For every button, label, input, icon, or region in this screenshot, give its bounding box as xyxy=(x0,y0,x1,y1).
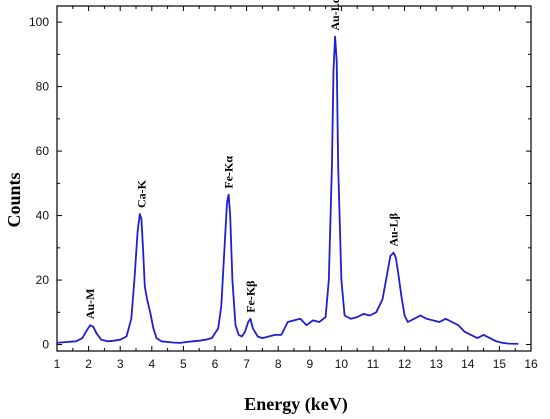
y-tick-label: 60 xyxy=(36,144,50,158)
peak-label: Au-Lβ xyxy=(386,213,400,247)
peak-label: Ca-K xyxy=(134,179,148,208)
x-tick-label: 6 xyxy=(212,357,219,371)
plot-area: 1 2 3 4 5 6 7 8 9 10 11 12 13 14 15 16020406080100Au-MC… xyxy=(29,0,538,371)
x-axis-title: Energy (keV) xyxy=(244,394,347,415)
x-tick-label: 8 xyxy=(275,357,282,371)
spectrum-line xyxy=(56,35,519,345)
x-tick-label: 11 xyxy=(367,357,380,371)
y-tick-label: 40 xyxy=(36,209,50,223)
y-tick-label: 80 xyxy=(36,80,50,94)
y-axis-title: Counts xyxy=(4,172,24,227)
x-tick-label: 12 xyxy=(398,357,412,371)
x-tick-label: 10 xyxy=(335,357,349,371)
x-tick-label: 15 xyxy=(493,357,507,371)
x-tick-label: 5 xyxy=(180,357,187,371)
x-tick-label: 4 xyxy=(148,357,155,371)
peak-label: Au-M xyxy=(83,289,97,320)
peak-label: Au-Lα xyxy=(328,0,342,31)
x-tick-label: 3 xyxy=(117,357,124,371)
peak-label: Fe-Kα xyxy=(222,156,236,189)
x-tick-label: 2 xyxy=(85,357,92,371)
y-tick-label: 0 xyxy=(42,338,49,352)
y-tick-label: 20 xyxy=(36,273,50,287)
plot-frame xyxy=(56,5,532,352)
x-tick-label: 7 xyxy=(243,357,250,371)
x-tick-label: 13 xyxy=(430,357,444,371)
peak-label: Fe-Kβ xyxy=(243,280,257,312)
x-tick-label: 14 xyxy=(461,357,475,371)
y-tick-label: 100 xyxy=(29,15,49,29)
x-tick-label: 9 xyxy=(306,357,313,371)
x-tick-label: 1 xyxy=(54,357,61,371)
x-tick-label: 16 xyxy=(524,357,538,371)
